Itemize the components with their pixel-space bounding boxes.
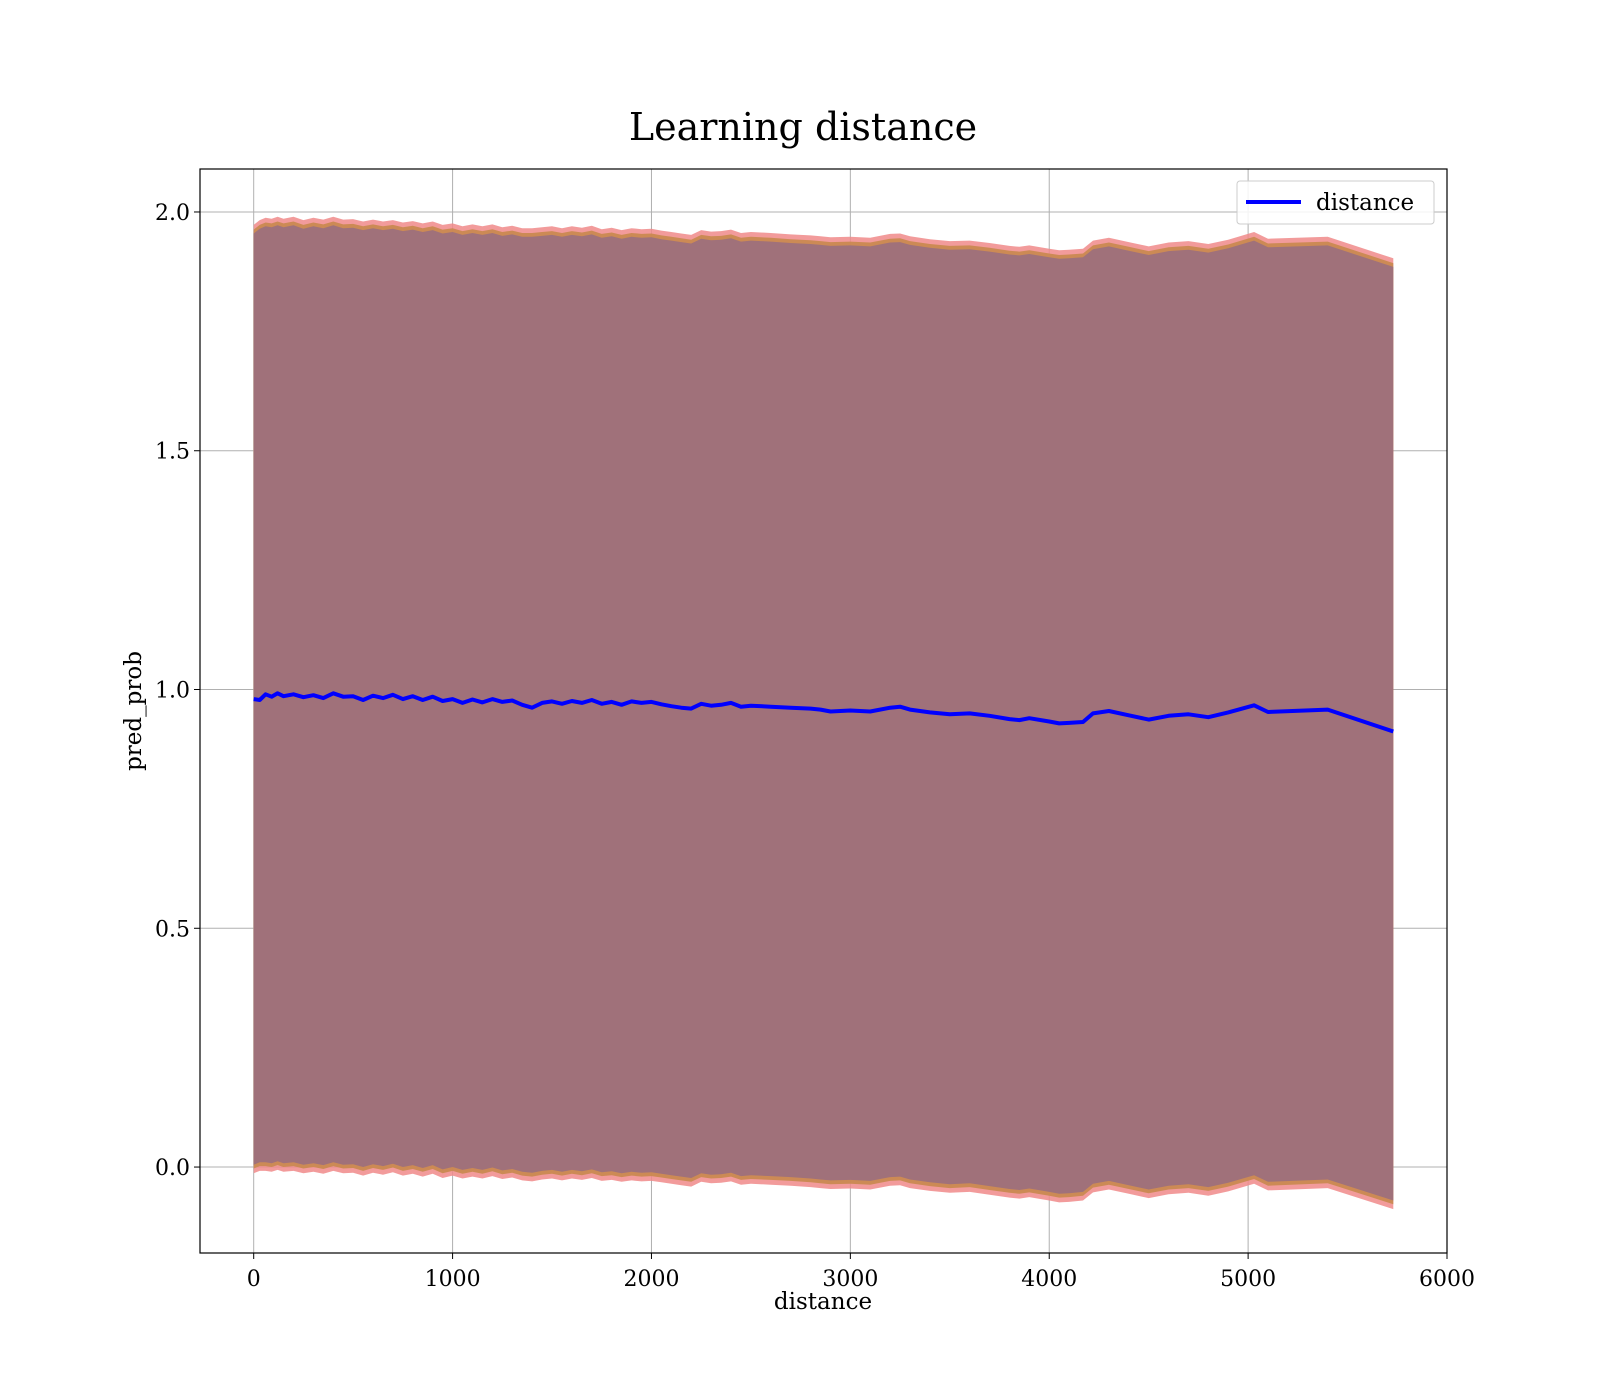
series-lines: [253, 691, 1394, 734]
x-tick-label: 6000: [1419, 1267, 1475, 1292]
legend-label: distance: [1316, 190, 1414, 216]
x-tick-label: 3000: [822, 1267, 878, 1292]
y-axis-ticks: 0.0 0.5 1.0 1.5 2.0: [155, 201, 200, 1181]
x-axis-label: distance: [774, 1289, 872, 1315]
confidence-bands: [253, 216, 1394, 1210]
x-axis-ticks: 0 1000 2000 3000 4000 5000 6000: [247, 1253, 1475, 1292]
chart-title: Learning distance: [629, 105, 977, 149]
series-line-distance: [253, 691, 1394, 734]
plot-area: [199, 168, 1448, 1254]
y-tick-label: 1.0: [155, 679, 190, 704]
x-tick-label: 1000: [425, 1267, 481, 1292]
y-axis-label: pred_prob: [121, 651, 147, 771]
x-tick-label: 5000: [1220, 1267, 1276, 1292]
x-tick-label: 4000: [1021, 1267, 1077, 1292]
y-tick-label: 2.0: [155, 201, 190, 226]
y-tick-label: 1.5: [155, 440, 190, 465]
y-tick-label: 0.5: [155, 917, 190, 942]
y-tick-label: 0.0: [155, 1156, 190, 1181]
confidence-band: [253, 225, 1394, 1201]
legend: distance: [1236, 180, 1435, 225]
x-tick-label: 2000: [623, 1267, 679, 1292]
legend-box: [1236, 180, 1435, 225]
plot-frame: [199, 168, 1448, 1254]
x-tick-label: 0: [247, 1267, 261, 1292]
